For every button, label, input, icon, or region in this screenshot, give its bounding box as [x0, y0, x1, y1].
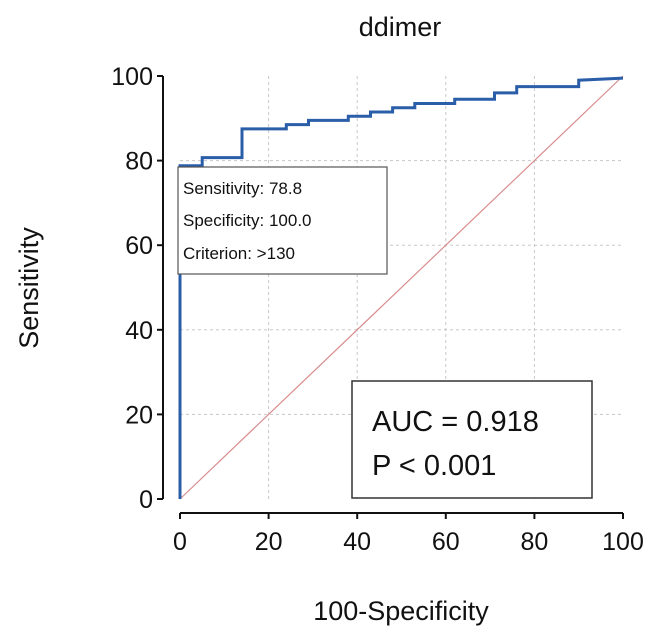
y-tick-label: 60	[125, 232, 153, 260]
roc-curve	[178, 76, 624, 499]
y-tick-label: 100	[111, 63, 153, 91]
x-axis-title: 100-Specificity	[313, 596, 489, 626]
tick-labels: 0 20 40 60 80 100 0 20 40 60 80 100	[111, 63, 644, 556]
criterion-threshold: Criterion: >130	[183, 244, 295, 263]
y-tick-label: 20	[125, 401, 153, 429]
y-axis-title: Sensitivity	[14, 227, 44, 349]
chart-title: ddimer	[359, 12, 442, 42]
y-tick-label: 0	[139, 486, 153, 514]
p-value: P < 0.001	[372, 450, 496, 482]
auc-value: AUC = 0.918	[372, 406, 539, 438]
x-tick-label: 100	[602, 528, 644, 556]
axes	[157, 75, 624, 519]
criterion-sensitivity: Sensitivity: 78.8	[183, 179, 302, 198]
y-tick-label: 40	[125, 317, 153, 345]
x-tick-label: 40	[343, 528, 371, 556]
x-tick-label: 80	[520, 528, 548, 556]
reference-diagonal-line	[179, 75, 624, 500]
criterion-specificity: Specificity: 100.0	[183, 211, 312, 230]
x-tick-label: 20	[255, 528, 283, 556]
criterion-box: Sensitivity: 78.8 Specificity: 100.0 Cri…	[177, 166, 388, 275]
y-tick-label: 80	[125, 148, 153, 176]
x-tick-label: 0	[173, 528, 187, 556]
x-tick-label: 60	[432, 528, 460, 556]
auc-box: AUC = 0.918 P < 0.001	[351, 380, 593, 499]
